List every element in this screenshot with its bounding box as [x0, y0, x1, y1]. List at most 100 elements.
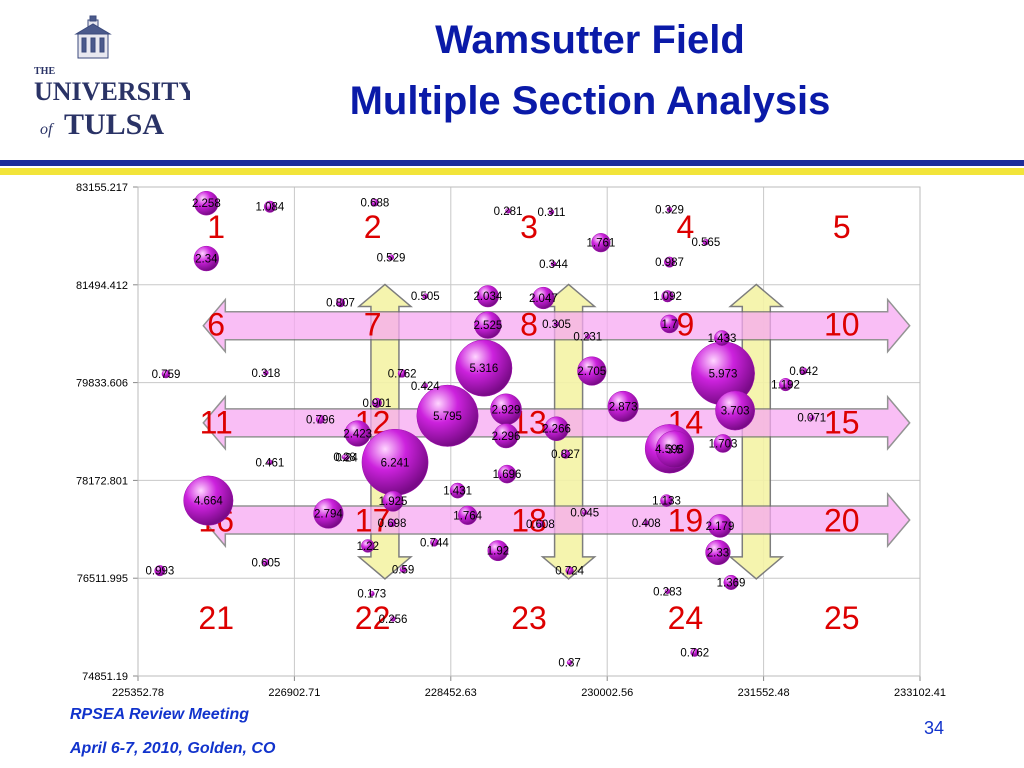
bubble-data-label: 0.762 — [388, 368, 417, 380]
bubble-data-label: 0.993 — [146, 566, 175, 578]
bubble-data-label: 0.37 — [558, 658, 580, 670]
bubble-data-label: 0.642 — [789, 366, 818, 378]
bubble-point — [577, 356, 607, 386]
bubble-data-label: 1.7 — [662, 319, 678, 331]
logo-of: of — [40, 121, 55, 138]
bubble-data-label: 0.796 — [306, 414, 335, 426]
bubble-point — [455, 339, 513, 397]
bubble-data-label: 3.703 — [721, 405, 750, 417]
bubble-point — [193, 245, 219, 272]
section-number-label: 6 — [207, 307, 225, 343]
bubble-point — [565, 566, 574, 575]
bubble-data-label: 0.688 — [360, 198, 389, 210]
footer-date-location: April 6-7, 2010, Golden, CO — [70, 740, 276, 757]
bubble-point — [497, 464, 517, 484]
bubble-data-label: 0.529 — [377, 252, 406, 264]
bubble-point — [487, 540, 509, 562]
bubble-data-label: 4.598 — [655, 444, 684, 456]
section-number-label: 17 — [355, 502, 391, 538]
logo-university: UNIVERSITY — [34, 77, 190, 106]
bubble-point — [714, 330, 730, 346]
y-tick-label: 74851.19 — [82, 671, 128, 683]
y-tick-label: 79833.606 — [76, 378, 128, 390]
bubble-point — [344, 420, 371, 447]
x-tick-label: 231552.48 — [738, 687, 790, 699]
bubble-data-label: 0.762 — [680, 648, 709, 660]
page-number: 34 — [923, 718, 944, 738]
bubble-data-label: 2.33 — [707, 547, 729, 559]
bubble-point — [369, 590, 375, 597]
bubble-data-label: 0.698 — [378, 518, 407, 530]
bubble-point — [715, 390, 755, 431]
section-number-label: 11 — [200, 405, 233, 441]
bubble-data-label: 2.929 — [492, 404, 521, 416]
bubble-point — [591, 233, 611, 253]
bubble-point — [336, 298, 346, 308]
bubble-data-label: 0.901 — [362, 398, 391, 410]
section-number-label: 1 — [207, 209, 225, 245]
title-line-2: Multiple Section Analysis — [349, 79, 831, 123]
bubble-point — [778, 378, 793, 392]
x-tick-label: 226902.71 — [268, 687, 320, 699]
bubble-data-label: 2.705 — [577, 366, 606, 378]
bubble-data-label: 0.608 — [526, 519, 555, 531]
bubble-point — [263, 370, 269, 376]
footer-meeting: RPSEA Review Meeting — [70, 706, 250, 723]
y-tick-label: 76511.995 — [77, 573, 128, 585]
plot-area-border — [137, 186, 921, 677]
bubble-point — [713, 434, 733, 453]
bubble-data-label: 0.827 — [551, 449, 580, 461]
bubble-data-label: 6.241 — [381, 457, 410, 469]
bubble-point — [800, 367, 808, 375]
bubble-point — [666, 206, 673, 213]
section-number-label: 8 — [520, 307, 538, 343]
bubble-point — [661, 290, 674, 303]
bubble-point — [388, 519, 396, 527]
bubble-data-label: 0.505 — [411, 291, 440, 303]
bubble-data-label: 5.316 — [469, 363, 498, 375]
bubble-data-label: 1.696 — [493, 469, 522, 481]
section-number-label: 23 — [511, 600, 547, 636]
bubble-data-label: 1.22 — [357, 541, 379, 553]
section-number-label: 10 — [824, 307, 860, 343]
bubble-data-label: 1.369 — [717, 577, 746, 589]
bubble-point — [708, 514, 732, 538]
y-tick-label: 83155.217 — [76, 182, 128, 194]
bubble-point — [315, 414, 325, 424]
bubble-point — [458, 505, 478, 525]
bubble-point — [560, 449, 571, 459]
bubble-data-label: 2.423 — [343, 428, 372, 440]
bubble-point — [607, 390, 639, 422]
logo-tulsa: TULSA — [64, 108, 164, 141]
section-number-label: 3 — [520, 209, 538, 245]
x-tick-label: 228452.63 — [425, 687, 477, 699]
bubble-point — [532, 286, 555, 310]
bubble-point — [664, 256, 675, 268]
logo-the: THE — [34, 66, 55, 77]
bubble-data-label: 0.071 — [797, 413, 826, 425]
bubble-data-label: 2.047 — [529, 293, 558, 305]
bubble-data-label: 0.231 — [573, 331, 602, 343]
section-number-label: 20 — [824, 502, 860, 538]
bubble-point — [723, 574, 739, 590]
bubble-data-label: 0.173 — [357, 589, 386, 601]
bubble-point — [643, 520, 650, 526]
section-number-label: 9 — [677, 307, 695, 343]
bubble-point — [263, 200, 276, 213]
bubble-data-label: 1.703 — [709, 438, 738, 450]
bubble-data-label: 1.431 — [443, 486, 472, 498]
bubble-point — [585, 333, 591, 340]
bubble-point — [422, 293, 429, 300]
section-number-label: 18 — [511, 502, 547, 538]
bubble-data-label: 5.973 — [709, 368, 738, 380]
bubble-data-label: 0.461 — [256, 457, 285, 469]
section-number-label: 2 — [364, 209, 382, 245]
bubble-point — [361, 539, 375, 553]
bubble-data-label: 0.605 — [251, 557, 280, 569]
bubble-data-label: 0.565 — [691, 237, 720, 249]
bubble-point — [267, 459, 273, 466]
bubble-point — [397, 369, 407, 378]
bubble-data-label: 0.744 — [420, 537, 449, 549]
bubble-point — [660, 314, 679, 334]
bubble-point — [154, 565, 166, 577]
